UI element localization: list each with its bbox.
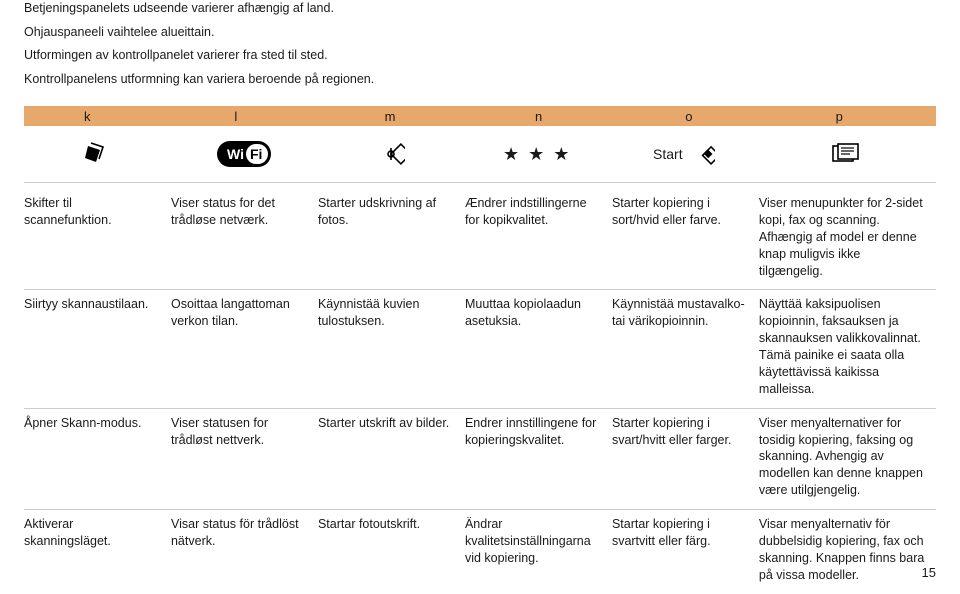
desc-cell: Viser status for det trådløse netværk.	[171, 195, 318, 279]
intro-line: Kontrollpanelens utformning kan variera …	[24, 71, 936, 89]
desc-row-da: Skifter til scannefunktion. Viser status…	[24, 189, 936, 290]
duplex-menu-icon	[832, 143, 862, 165]
intro-line: Betjeningspanelets udseende varierer afh…	[24, 0, 936, 18]
svg-text:Wi: Wi	[227, 146, 244, 162]
desc-cell: Starter utskrift av bilder.	[318, 415, 465, 499]
desc-cell: Viser menyalternativer for tosidig kopie…	[759, 415, 936, 499]
desc-cell: Ændrer indstillingerne for kopikvalitet.	[465, 195, 612, 279]
start-copy-icon	[693, 143, 715, 165]
desc-cell: Käynnistää kuvien tulostuksen.	[318, 296, 465, 397]
intro-line: Utformingen av kontrollpanelet varierer …	[24, 47, 936, 65]
desc-cell: Osoittaa langattoman verkon tilan.	[171, 296, 318, 397]
desc-cell: Starter kopiering i svart/hvitt eller fa…	[612, 415, 759, 499]
desc-cell: Näyttää kaksipuolisen kopioinnin, faksau…	[759, 296, 936, 397]
desc-cell: Ändrar kvalitetsinställningarna vid kopi…	[465, 516, 612, 584]
icon-row: Wi Fi ★ ★ ★ Start	[24, 126, 936, 183]
desc-row-fi: Siirtyy skannaustilaan. Osoittaa langatt…	[24, 290, 936, 408]
col-header-n: n	[467, 109, 617, 124]
desc-cell: Startar kopiering i svartvitt eller färg…	[612, 516, 759, 584]
col-header-o: o	[617, 109, 767, 124]
intro-block: Betjeningspanelets udseende varierer afh…	[24, 0, 936, 106]
desc-cell: Aktiverar skanningsläget.	[24, 516, 171, 584]
desc-cell: Viser statusen for trådløst nettverk.	[171, 415, 318, 499]
col-header-p: p	[768, 109, 936, 124]
svg-text:Fi: Fi	[250, 146, 262, 162]
intro-line: Ohjauspaneeli vaihtelee alueittain.	[24, 24, 936, 42]
desc-row-sv: Aktiverar skanningsläget. Visar status f…	[24, 510, 936, 594]
col-header-m: m	[317, 109, 467, 124]
page-number: 15	[922, 565, 936, 580]
quality-stars-icon: ★ ★ ★	[503, 144, 571, 165]
desc-cell: Åpner Skann-modus.	[24, 415, 171, 499]
desc-cell: Visar menyalternativ för dubbelsidig kop…	[759, 516, 936, 584]
desc-cell: Starter kopiering i sort/hvid eller farv…	[612, 195, 759, 279]
wifi-icon: Wi Fi	[216, 140, 272, 168]
desc-cell: Visar status för trådlöst nätverk.	[171, 516, 318, 584]
desc-cell: Siirtyy skannaustilaan.	[24, 296, 171, 397]
desc-cell: Endrer innstillingene for kopieringskval…	[465, 415, 612, 499]
desc-cell: Käynnistää mustavalko- tai värikopioinni…	[612, 296, 759, 397]
start-copy-label: Start	[653, 146, 683, 162]
desc-cell: Startar fotoutskrift.	[318, 516, 465, 584]
desc-cell: Skifter til scannefunktion.	[24, 195, 171, 279]
scan-icon	[84, 141, 110, 167]
col-header-l: l	[166, 109, 316, 124]
desc-cell: Starter udskrivning af fotos.	[318, 195, 465, 279]
print-photo-icon	[377, 140, 405, 168]
desc-cell: Muuttaa kopiolaadun asetuksia.	[465, 296, 612, 397]
column-header-row: k l m n o p	[24, 106, 936, 126]
desc-cell: Viser menupunkter for 2-sidet kopi, fax …	[759, 195, 936, 279]
desc-row-no: Åpner Skann-modus. Viser statusen for tr…	[24, 409, 936, 510]
col-header-k: k	[24, 109, 166, 124]
